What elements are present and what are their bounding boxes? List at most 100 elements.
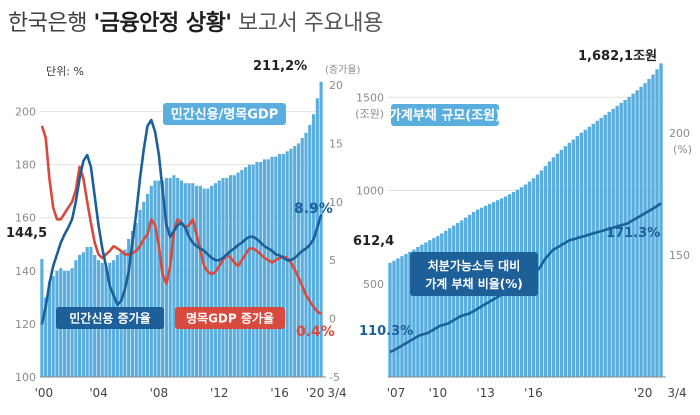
x-tick-label: '08: [150, 386, 169, 400]
right-tick-label: 200: [669, 127, 690, 140]
bar: [47, 281, 52, 377]
bar: [444, 230, 448, 377]
bar: [202, 188, 206, 377]
bar: [591, 123, 595, 378]
right-tick-label: 10: [329, 196, 343, 209]
bar: [559, 149, 564, 377]
series-ratio-box: [410, 252, 538, 296]
start-value-label: 144,5: [6, 226, 47, 241]
bar: [388, 262, 392, 377]
right-tick-label: 5: [329, 254, 336, 267]
bar: [464, 217, 468, 377]
bar: [647, 79, 651, 378]
bar: [436, 236, 440, 377]
left-tick-label: 120: [15, 318, 36, 331]
left-axis-unit: (조원): [355, 107, 384, 120]
bar: [392, 260, 396, 377]
bar: [213, 183, 218, 377]
start-value-label: 612,4: [353, 234, 394, 249]
bar: [145, 193, 150, 377]
bar: [611, 108, 615, 378]
bar: [183, 183, 187, 377]
title-suffix: 보고서 주요내용: [231, 11, 383, 36]
left-tick-label: 160: [15, 212, 36, 225]
bar: [563, 146, 568, 377]
bar: [587, 126, 591, 377]
right-axis-unit: (%): [673, 143, 692, 156]
x-tick-label: '16: [270, 386, 289, 400]
bar: [440, 233, 444, 377]
bar: [575, 136, 580, 377]
bar: [187, 183, 191, 377]
right-tick-label: 150: [669, 249, 690, 262]
series-credit-label: 민간신용 증가율: [69, 310, 150, 325]
bar: [599, 117, 603, 377]
bar: [293, 146, 297, 377]
x-tick-label: '20: [306, 386, 325, 400]
left-tick-label: 1500: [356, 91, 384, 104]
series-credit-box: [56, 307, 164, 329]
bar: [240, 169, 244, 377]
x-tick-label: '10: [429, 386, 448, 400]
end-value-label: 1,682,1조원: [578, 49, 657, 64]
bar: [247, 164, 251, 377]
left-tick-label: 100: [15, 371, 36, 384]
bar: [142, 201, 146, 377]
bar: [149, 185, 153, 377]
left-tick-label: 140: [15, 265, 36, 278]
series-bar-box: [163, 103, 286, 125]
ratio-end-value-label: 171.3%: [606, 226, 660, 241]
bar: [274, 156, 278, 377]
credit-end-value-label: 8.9%: [294, 201, 333, 217]
unit-label: 단위: %: [46, 65, 84, 78]
bar: [251, 164, 255, 377]
bar: [319, 81, 323, 377]
chart-title-label: 가계부채 규모(조원): [389, 109, 501, 124]
bar: [236, 172, 240, 377]
bar: [547, 161, 552, 377]
chart-title-box: [391, 104, 499, 126]
bar: [172, 175, 176, 377]
bar: [300, 138, 304, 377]
x-tick-label: '12: [210, 386, 229, 400]
bar: [619, 102, 623, 377]
left-tick-label: 1000: [356, 185, 384, 198]
bar: [643, 83, 647, 378]
end-value-label: 211,2%: [253, 59, 307, 74]
left-tick-label: 200: [15, 106, 36, 119]
bar: [278, 154, 282, 377]
bar: [543, 165, 548, 377]
bar: [404, 253, 408, 377]
bar: [228, 175, 233, 377]
bar: [655, 69, 659, 377]
bar: [460, 220, 464, 377]
bar: [217, 180, 221, 377]
credit-growth-line: [40, 118, 323, 325]
bar: [452, 225, 456, 377]
bar: [176, 177, 180, 377]
bar: [448, 228, 452, 377]
bar: [161, 180, 165, 377]
bar: [244, 167, 248, 377]
bar: [639, 86, 643, 377]
bar: [456, 222, 460, 377]
bar: [225, 177, 229, 377]
right-tick-label: 15: [329, 137, 343, 150]
bar: [168, 177, 172, 377]
bar: [266, 159, 270, 377]
bar: [285, 151, 289, 377]
bar: [153, 180, 157, 377]
x-tick-label: '20: [634, 386, 653, 400]
bar: [134, 223, 138, 377]
chart-household-debt: 500 1000 1500 (조원) 150 200 (%) '07 '10 '13 '16 '20 3…: [353, 49, 692, 400]
x-tick-label: 3/4: [667, 386, 686, 400]
page-title: 한국은행 '금융안정 상황' 보고서 주요내용: [8, 5, 383, 37]
bar: [583, 129, 587, 377]
bar: [607, 111, 611, 377]
bar: [579, 132, 583, 377]
bar: [631, 93, 635, 377]
chart-private-credit: 100 120 140 160 180 200 -5 0 5 10 15 20 (증가율) 단위: % '0…: [6, 59, 361, 400]
gdp-end-value-label: 0.4%: [296, 324, 335, 340]
bar: [311, 114, 316, 377]
